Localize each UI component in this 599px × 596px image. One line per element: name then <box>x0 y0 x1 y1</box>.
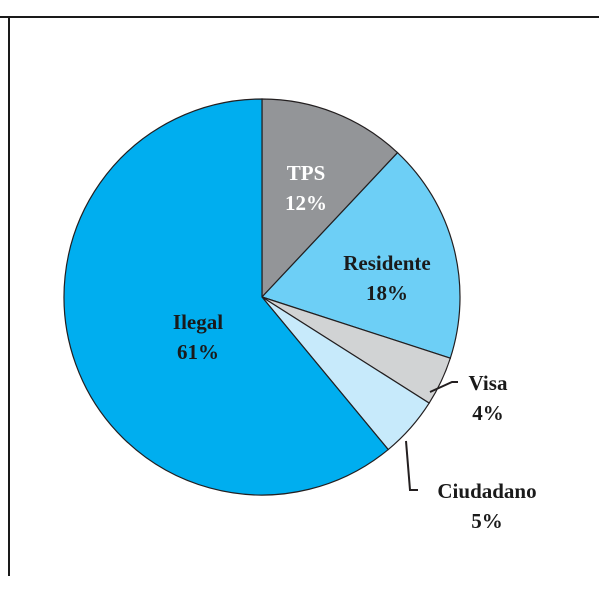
slice-value-visa: 4% <box>472 401 504 425</box>
slice-label-ciudadano: Ciudadano <box>437 479 536 503</box>
slice-value-residente: 18% <box>366 281 408 305</box>
slice-value-ilegal: 61% <box>177 340 219 364</box>
pie-slice-tps <box>261 98 399 299</box>
slice-value-ciudadano: 5% <box>471 509 503 533</box>
slice-label-tps: TPS <box>287 161 326 185</box>
pie-slices <box>63 98 461 496</box>
leader-lines <box>405 381 458 491</box>
slice-label-visa: Visa <box>469 371 508 395</box>
left-border <box>8 16 10 576</box>
leader-line-ciudadano <box>405 440 418 491</box>
slice-value-tps: 12% <box>285 191 327 215</box>
top-border <box>0 0 599 18</box>
pie-slice-ilegal <box>63 98 390 496</box>
pie-slice-residente <box>260 151 461 359</box>
slice-label-residente: Residente <box>343 251 431 275</box>
slice-label-ilegal: Ilegal <box>173 310 223 334</box>
leader-line-visa <box>429 381 458 393</box>
pie-labels: TPS 12% Residente 18% Visa 4% Ciudadano 5% Ilega… <box>173 161 537 533</box>
